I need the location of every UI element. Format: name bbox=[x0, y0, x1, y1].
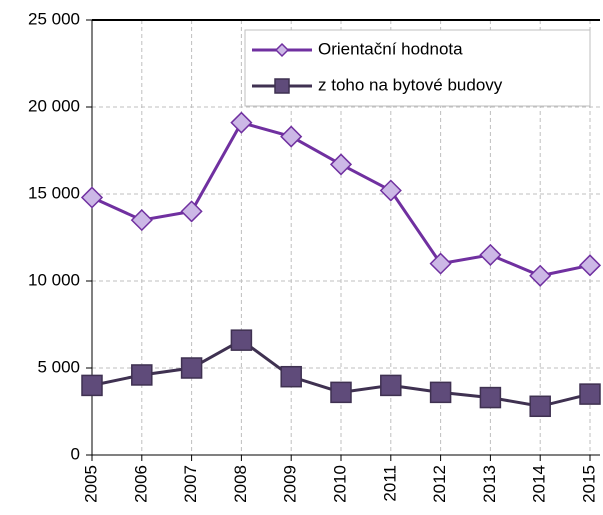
marker bbox=[131, 364, 153, 386]
x-tick-label: 2013 bbox=[480, 465, 499, 503]
y-tick-label: 10 000 bbox=[28, 270, 80, 289]
marker bbox=[230, 329, 253, 351]
marker bbox=[578, 254, 602, 277]
y-tick-label: 25 000 bbox=[28, 9, 80, 28]
x-tick-label: 2014 bbox=[530, 465, 549, 503]
x-tick-label: 2007 bbox=[181, 465, 200, 503]
marker bbox=[280, 125, 303, 148]
marker bbox=[81, 374, 103, 397]
x-tick-label: 2010 bbox=[330, 465, 349, 503]
marker bbox=[274, 78, 290, 94]
marker bbox=[479, 243, 502, 266]
legend-label: z toho na bytové budovy bbox=[318, 75, 503, 94]
marker bbox=[329, 153, 353, 176]
marker bbox=[180, 200, 203, 223]
marker bbox=[529, 264, 552, 287]
y-tick-label: 5 000 bbox=[37, 357, 80, 376]
marker bbox=[529, 395, 551, 418]
marker bbox=[280, 365, 302, 388]
x-tick-label: 2005 bbox=[81, 465, 100, 503]
marker bbox=[429, 252, 452, 275]
x-tick-label: 2012 bbox=[430, 465, 449, 503]
x-tick-label: 2011 bbox=[380, 465, 399, 502]
marker bbox=[80, 186, 104, 209]
marker bbox=[130, 209, 153, 232]
y-tick-label: 15 000 bbox=[28, 183, 80, 202]
marker bbox=[379, 179, 402, 202]
marker bbox=[330, 381, 352, 404]
y-tick-label: 20 000 bbox=[28, 96, 80, 115]
legend-label: Orientační hodnota bbox=[318, 39, 463, 58]
marker bbox=[230, 111, 253, 134]
marker bbox=[579, 383, 601, 405]
x-tick-label: 2006 bbox=[131, 465, 150, 503]
x-tick-label: 2008 bbox=[231, 465, 250, 503]
marker bbox=[429, 381, 452, 404]
y-tick-label: 0 bbox=[71, 444, 80, 463]
x-tick-label: 2015 bbox=[579, 465, 598, 503]
marker bbox=[180, 357, 203, 379]
marker bbox=[479, 386, 502, 409]
marker bbox=[274, 42, 290, 58]
x-tick-label: 2009 bbox=[281, 465, 300, 503]
marker bbox=[380, 374, 402, 397]
legend-box bbox=[244, 29, 591, 107]
